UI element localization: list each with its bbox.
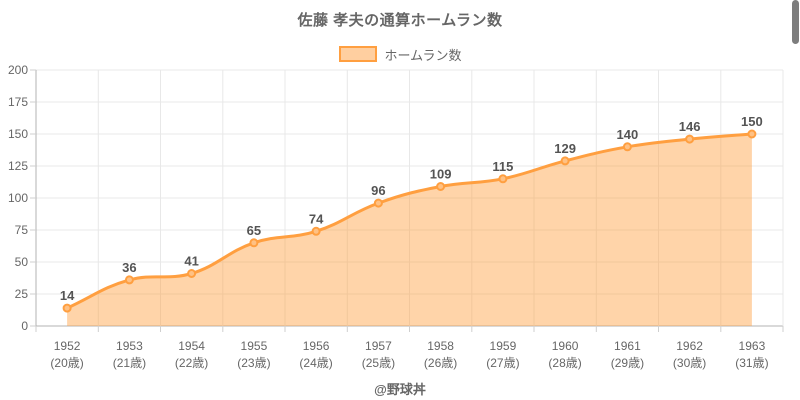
data-point[interactable] [622, 142, 632, 152]
y-tick-label: 75 [15, 223, 29, 237]
data-label: 140 [617, 127, 639, 142]
data-label: 146 [679, 119, 701, 134]
data-point[interactable] [373, 198, 383, 208]
data-point[interactable] [124, 275, 134, 285]
credit-text: @野球丼 [374, 382, 426, 397]
scrollbar-thumb[interactable] [792, 0, 799, 44]
data-label: 41 [184, 254, 198, 269]
x-tick-label-year: 1960 [552, 339, 579, 353]
data-point[interactable] [685, 134, 695, 144]
data-label: 129 [554, 141, 576, 156]
data-point[interactable] [498, 174, 508, 184]
x-tick-label-age: (28歳) [548, 356, 581, 370]
x-tick-label-year: 1959 [490, 339, 517, 353]
y-tick-label: 200 [8, 63, 28, 77]
data-label: 109 [430, 167, 452, 182]
data-point[interactable] [187, 269, 197, 278]
x-tick-label-year: 1952 [54, 339, 81, 353]
area-fill [67, 134, 752, 326]
data-point[interactable] [311, 226, 321, 236]
x-tick-label-year: 1956 [303, 339, 330, 353]
x-tick-label-year: 1954 [178, 339, 205, 353]
data-label: 74 [309, 211, 324, 226]
data-label: 65 [247, 223, 261, 238]
data-label: 115 [492, 159, 513, 174]
data-point[interactable] [747, 129, 757, 139]
y-tick-label: 50 [15, 255, 29, 269]
data-label: 14 [60, 288, 75, 303]
data-label: 150 [741, 114, 763, 129]
x-tick-label-age: (21歳) [113, 356, 146, 370]
x-tick-label-year: 1963 [739, 339, 766, 353]
legend-swatch [338, 46, 377, 62]
x-tick-label-year: 1961 [614, 339, 641, 353]
x-tick-label-year: 1962 [676, 339, 703, 353]
x-tick-label-age: (26歳) [424, 356, 457, 370]
x-tick-label-age: (27歳) [486, 356, 519, 370]
data-point[interactable] [62, 303, 72, 313]
scrollbar[interactable] [792, 0, 800, 400]
y-tick-label: 150 [8, 127, 28, 141]
x-tick-label-year: 1957 [365, 339, 392, 353]
y-tick-label: 125 [8, 159, 28, 173]
x-tick-label-age: (30歳) [673, 356, 706, 370]
data-label: 36 [122, 260, 136, 275]
chart-title: 佐藤 孝夫の通算ホームラン数 [297, 12, 503, 29]
gridlines [30, 69, 784, 332]
y-tick-label: 25 [15, 287, 29, 301]
data-point[interactable] [560, 156, 570, 166]
x-tick-label-age: (31歳) [735, 356, 768, 370]
x-tick-label-age: (24歳) [299, 356, 332, 370]
x-tick-label-age: (23歳) [237, 356, 270, 370]
y-tick-label: 175 [8, 95, 28, 109]
x-tick-label-year: 1958 [427, 339, 454, 353]
x-tick-label-year: 1953 [116, 339, 143, 353]
x-tick-label-age: (29歳) [611, 356, 644, 370]
legend-item[interactable]: ホームラン数 [0, 46, 800, 63]
y-tick-label: 100 [8, 191, 28, 205]
data-point[interactable] [249, 238, 259, 248]
legend-label: ホームラン数 [384, 47, 462, 63]
x-tick-label-age: (20歳) [50, 356, 83, 370]
data-label: 96 [371, 183, 385, 198]
x-tick-label-age: (22歳) [175, 356, 208, 370]
data-point[interactable] [436, 182, 446, 191]
y-tick-label: 0 [21, 319, 28, 333]
x-tick-label-age: (25歳) [362, 356, 395, 370]
x-tick-label-year: 1955 [241, 339, 268, 353]
